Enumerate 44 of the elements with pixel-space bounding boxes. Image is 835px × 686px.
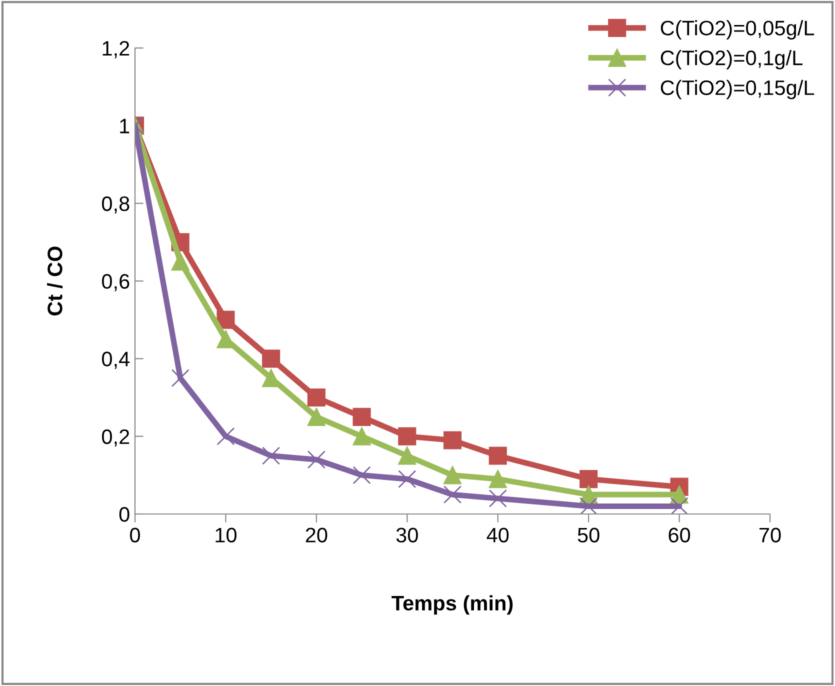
x-tick-label: 0: [130, 528, 140, 542]
point: [670, 497, 688, 514]
point: [352, 427, 371, 446]
x-tick-label: 40: [486, 528, 509, 542]
point: [307, 388, 326, 407]
point: [443, 431, 462, 450]
point: [307, 450, 326, 469]
point: [670, 486, 688, 504]
point: [171, 252, 190, 271]
point: [398, 427, 416, 446]
legend-label: C(TiO2)=0,15g/L: [660, 80, 814, 100]
x-tick-label: 20: [306, 528, 328, 542]
point: [262, 446, 280, 465]
point: [488, 489, 507, 508]
y-tick-label: 1,2: [102, 41, 130, 58]
x-tick-label: 60: [668, 528, 690, 542]
y-tick-label: 0,8: [102, 196, 130, 214]
point: [216, 427, 235, 446]
y-tick-label: 1: [120, 118, 130, 134]
x-tick-label: 50: [578, 528, 600, 542]
point: [352, 408, 371, 426]
point: [398, 446, 416, 465]
y-tick-label: 0,2: [102, 429, 130, 447]
x-tick-label: 30: [396, 528, 418, 542]
point: [580, 470, 598, 488]
legend-label: C(TiO2)=0,1g/L: [660, 50, 802, 70]
point: [171, 369, 190, 388]
y-axis-title: Ct / CO: [47, 246, 63, 316]
point: [443, 466, 462, 484]
y-tick-label: 0,4: [102, 352, 130, 369]
point: [262, 350, 280, 368]
point: [307, 408, 326, 426]
point: [443, 486, 462, 504]
x-axis-title: Temps (min): [392, 595, 513, 615]
point: [352, 466, 371, 484]
x-tick-label: 10: [216, 528, 236, 542]
legend-label: C(TiO2)=0,05g/L: [660, 20, 814, 40]
point: [488, 446, 507, 465]
point: [580, 497, 598, 514]
point: [488, 470, 507, 488]
y-tick-label: 0: [119, 507, 130, 522]
y-tick-label: 0,6: [102, 274, 130, 292]
point: [398, 470, 416, 488]
x-tick-label: 70: [759, 528, 781, 542]
